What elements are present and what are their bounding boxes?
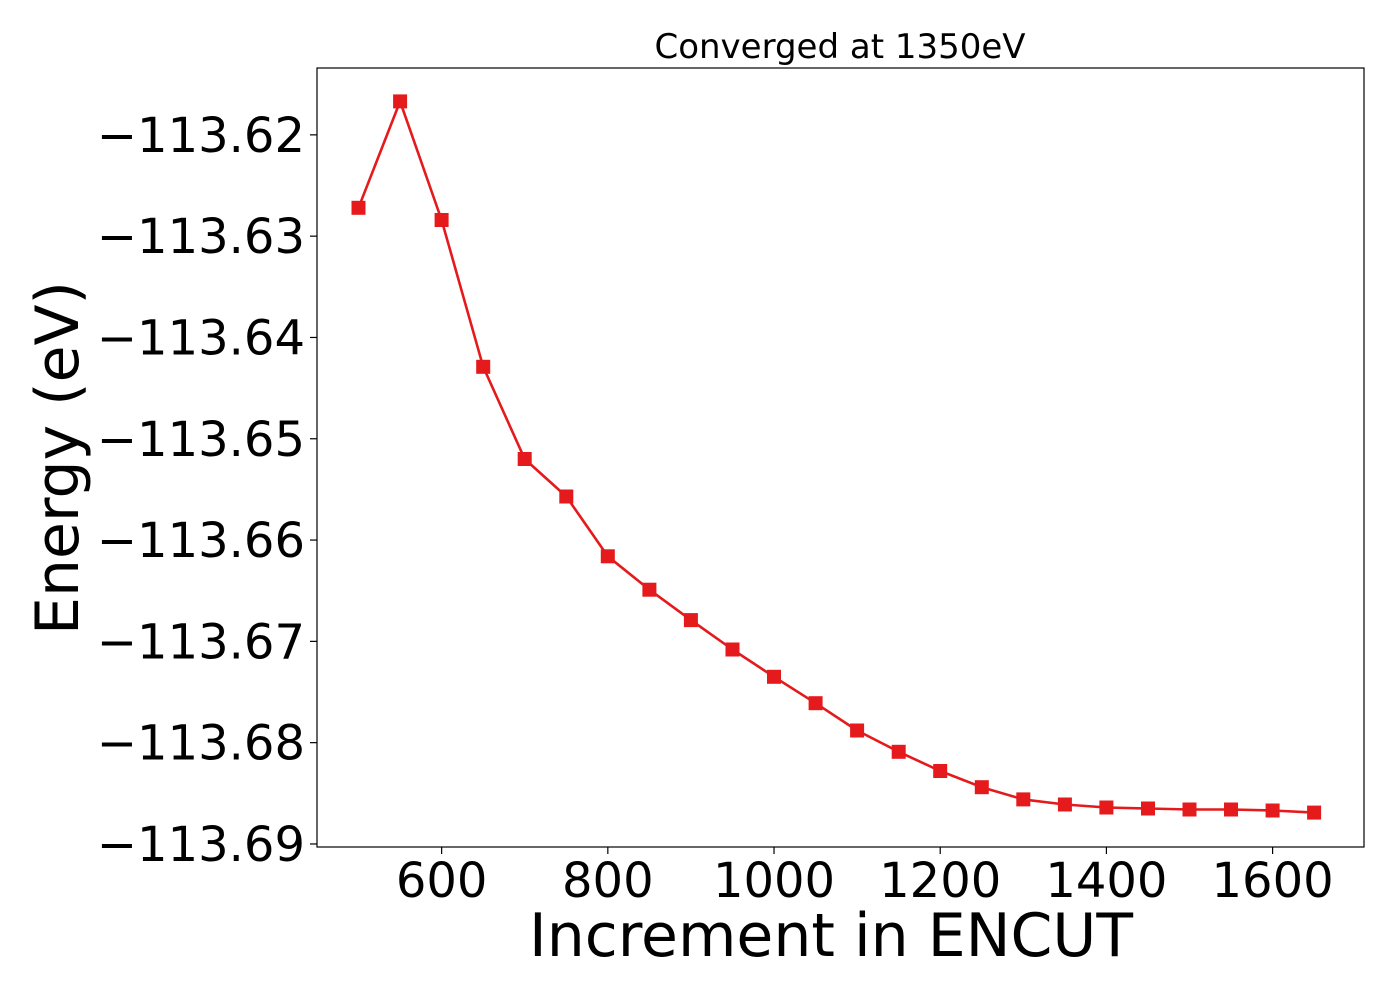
x-axis-title: Increment in ENCUT <box>529 901 1133 971</box>
data-point-marker <box>434 213 449 227</box>
y-tick-label: −113.63 <box>97 209 305 265</box>
y-tick-label: −113.65 <box>97 412 305 468</box>
data-point-marker <box>1224 802 1238 817</box>
plot-area-frame <box>316 67 1365 848</box>
data-point-marker <box>933 764 948 778</box>
x-tick-label: 600 <box>396 853 488 909</box>
data-point-marker <box>559 489 574 504</box>
data-point-marker <box>1265 803 1280 818</box>
data-point-marker <box>767 669 781 684</box>
y-tick-label: −113.68 <box>97 716 305 772</box>
x-axis-ticks: 600 800 1000 1200 1400 1600 <box>396 847 1334 909</box>
y-tick-label: −113.69 <box>97 817 305 873</box>
y-tick-label: −113.62 <box>97 108 305 164</box>
data-point-marker <box>808 696 823 711</box>
x-tick-label: 1400 <box>1045 853 1167 909</box>
x-tick-label: 1200 <box>879 853 1001 909</box>
x-tick-label: 800 <box>562 853 654 909</box>
data-point-marker <box>1016 792 1031 807</box>
y-tick-label: −113.64 <box>97 310 305 366</box>
data-point-marker <box>393 94 408 109</box>
data-point-marker <box>517 452 532 466</box>
data-point-marker <box>683 613 698 628</box>
data-point-marker <box>891 744 906 759</box>
data-point-marker <box>1141 801 1155 816</box>
y-axis-ticks: −113.62 −113.63 −113.64 −113.65 −113.66 −113.… <box>97 108 317 873</box>
y-tick-label: −113.67 <box>97 614 305 670</box>
data-point-marker <box>600 549 615 564</box>
data-point-marker <box>1307 805 1322 820</box>
data-point-marker <box>1099 800 1114 815</box>
x-tick-label: 1000 <box>713 853 835 909</box>
data-point-marker <box>850 723 865 738</box>
data-point-marker <box>1057 797 1072 812</box>
data-point-marker <box>725 642 740 657</box>
y-tick-label: −113.66 <box>97 513 305 569</box>
data-point-marker <box>476 359 491 374</box>
data-point-marker <box>351 200 366 215</box>
chart-title: Converged at 1350eV <box>654 27 1025 67</box>
data-point-marker <box>642 582 657 597</box>
data-point-marker <box>1182 802 1197 817</box>
series-layer <box>351 94 1322 820</box>
x-tick-label: 1600 <box>1212 853 1334 909</box>
data-point-marker <box>974 780 989 795</box>
y-axis-title: Energy (eV) <box>23 281 93 635</box>
